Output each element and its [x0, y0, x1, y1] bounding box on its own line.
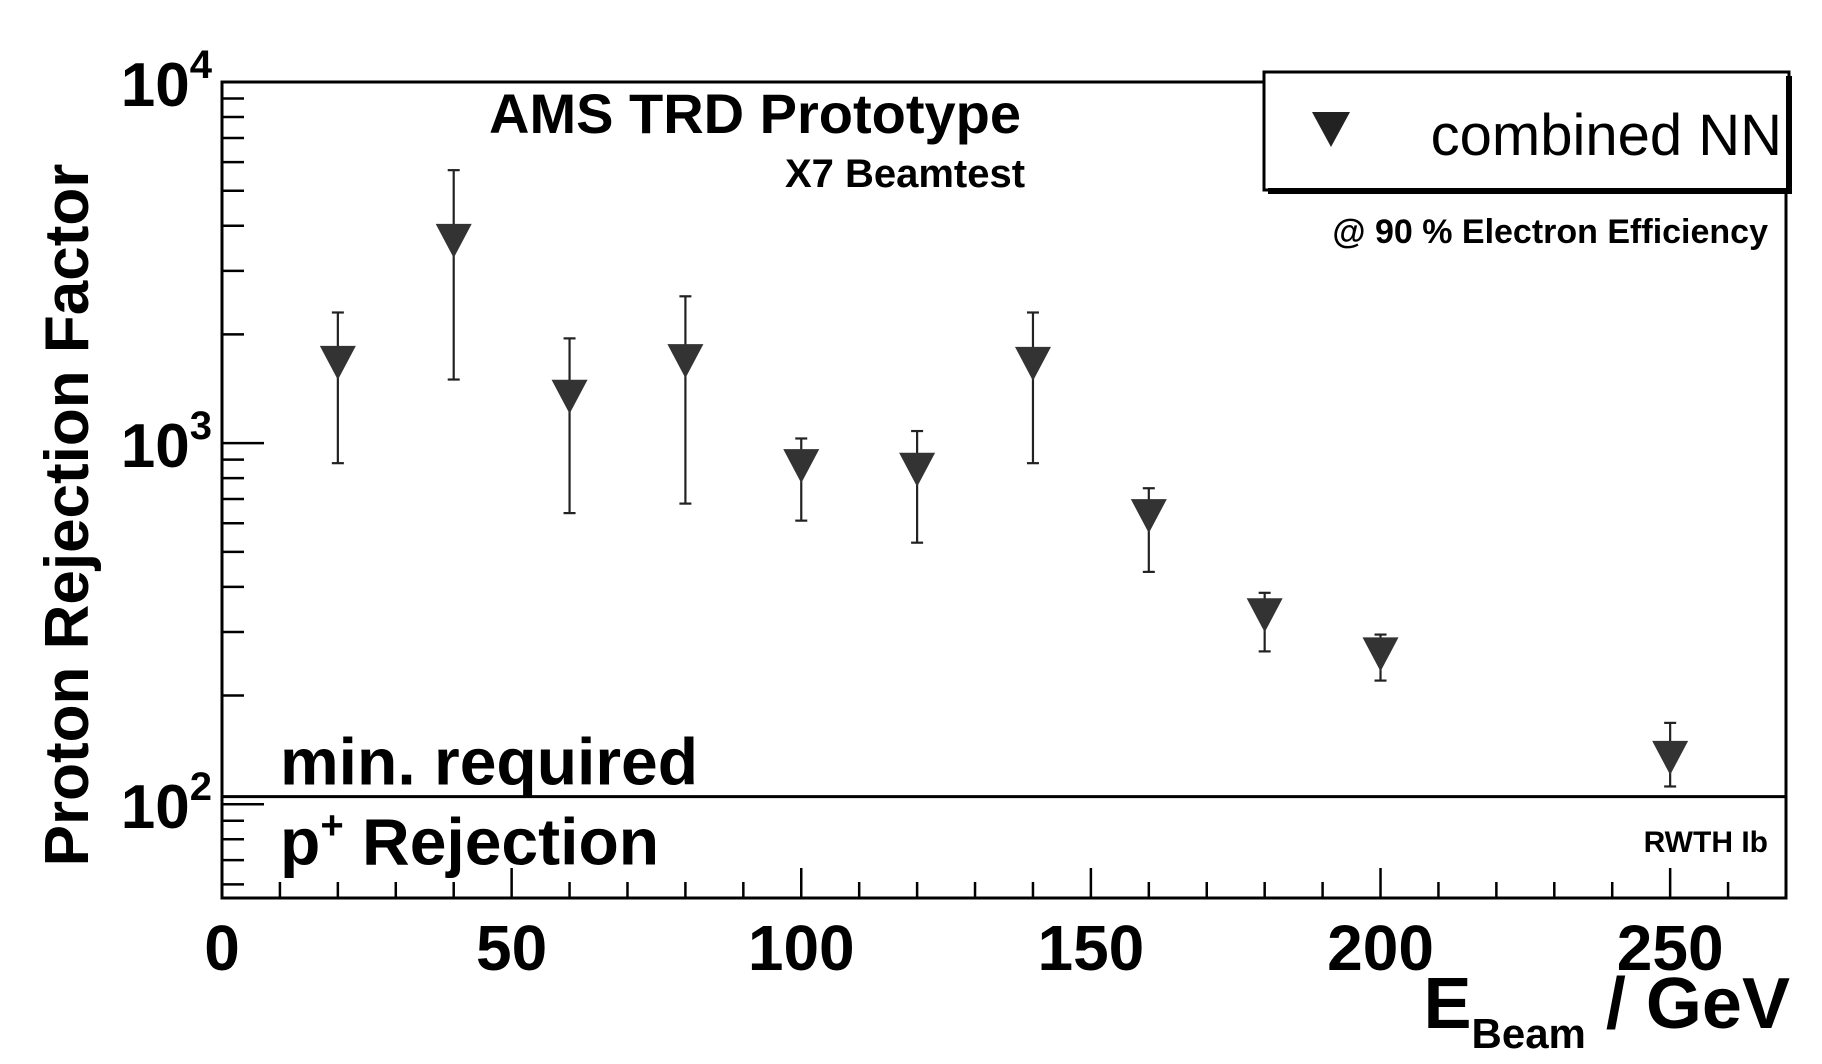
efficiency-annotation: @ 90 % Electron Efficiency [1332, 213, 1768, 251]
data-point-marker [1014, 346, 1051, 381]
data-point-marker [319, 345, 356, 380]
x-tick-label: 0 [204, 912, 240, 984]
chart-subtitle: X7 Beamtest [785, 152, 1025, 196]
legend-box [1262, 70, 1791, 192]
data-point-marker [783, 449, 820, 484]
legend-shadow-bottom [1268, 188, 1792, 194]
x-tick-label: 50 [476, 912, 547, 984]
x-tick-label: 250 [1617, 912, 1724, 984]
data-point-marker [551, 379, 588, 414]
y-tick-label-base: 10 [121, 773, 190, 842]
data-point-marker [1362, 637, 1399, 672]
legend: combined NN [1262, 70, 1792, 194]
x-axis-label: EBeam / GeV [1423, 964, 1790, 1057]
threshold-label-rest: Rejection [344, 805, 659, 879]
y-tick-label-exp: 3 [190, 404, 212, 448]
data-point-marker [899, 452, 936, 487]
threshold-label-line1: min. required [280, 725, 698, 799]
y-tick-label: 103 [121, 404, 212, 481]
x-tick-label: 100 [748, 912, 855, 984]
chart-title: AMS TRD Prototype [489, 82, 1021, 145]
x-ticks: 0 50 100 150 200 250 [204, 868, 1788, 984]
data-point-marker [1652, 740, 1689, 775]
x-axis-label-sub: Beam [1472, 1010, 1586, 1057]
data-point-marker [1130, 499, 1167, 534]
plot-frame [220, 80, 1788, 900]
threshold-label-line2: p+ Rejection [280, 804, 659, 879]
legend-marker [1312, 112, 1350, 147]
legend-shadow [1786, 76, 1792, 194]
y-tick-label-exp: 2 [190, 765, 212, 809]
x-axis-label-rest: / GeV [1586, 964, 1790, 1044]
x-tick-label: 150 [1037, 912, 1144, 984]
y-axis-label: Proton Rejection Factor [33, 164, 102, 867]
x-axis-label-main: E [1423, 964, 1471, 1044]
data-points [319, 169, 1689, 788]
y-tick-label: 104 [121, 43, 213, 120]
data-point-marker [667, 344, 704, 379]
data-point-marker [435, 223, 472, 258]
y-tick-label-exp: 4 [190, 43, 213, 87]
threshold-label-p: p [280, 805, 320, 879]
data-point-marker [1246, 598, 1283, 633]
y-tick-label-base: 10 [121, 412, 190, 481]
legend-label: combined NN [1431, 103, 1782, 168]
threshold-label-sup: + [320, 804, 343, 848]
y-tick-label: 102 [121, 765, 212, 842]
x-tick-label: 200 [1327, 912, 1434, 984]
y-tick-label-base: 10 [121, 51, 190, 120]
credit-annotation: RWTH Ib [1644, 826, 1768, 859]
